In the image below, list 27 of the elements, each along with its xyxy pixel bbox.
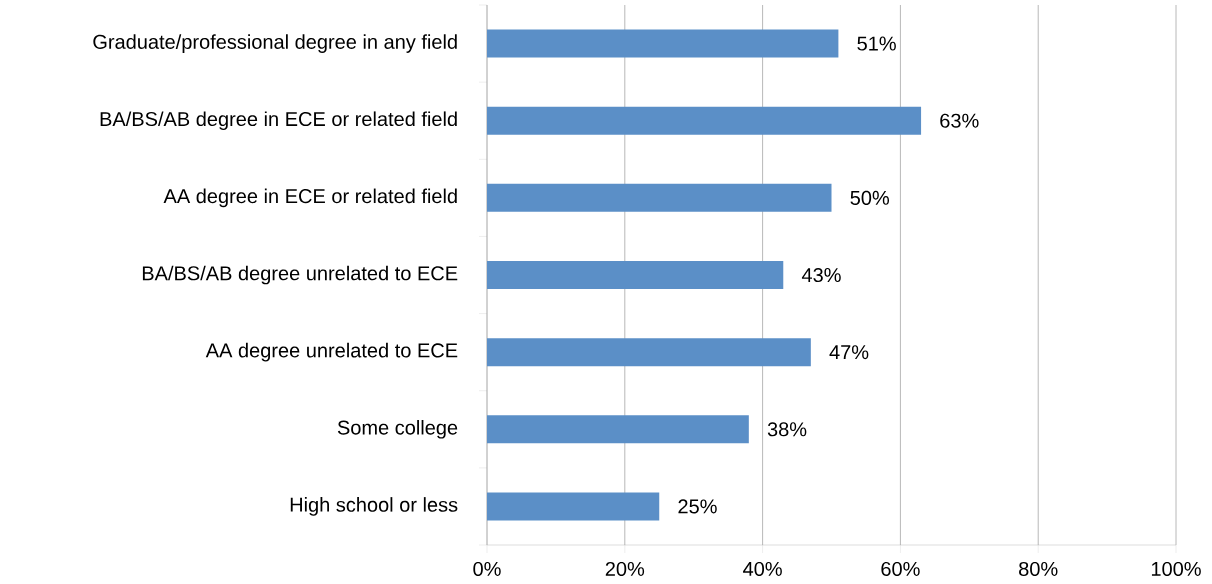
bar <box>487 261 784 290</box>
bar <box>487 183 832 212</box>
x-tick-label: 20% <box>605 561 645 577</box>
bar <box>487 106 922 135</box>
x-tick-label: 0% <box>473 561 501 577</box>
bar <box>487 492 660 521</box>
y-tick-label: Graduate/professional degree in any field <box>93 34 457 53</box>
data-label: 51% <box>857 36 896 51</box>
x-tick-label: 100% <box>1151 561 1201 577</box>
data-label: 38% <box>767 422 807 437</box>
y-tick-label: AA degree unrelated to ECE <box>205 342 458 362</box>
data-label: 63% <box>940 113 979 128</box>
bar <box>487 415 749 444</box>
bar <box>487 338 811 367</box>
y-tick-label: BA/BS/AB degree unrelated to ECE <box>142 265 458 285</box>
data-label: 50% <box>850 190 890 205</box>
y-tick-label: High school or less <box>290 497 458 516</box>
x-tick-label: 80% <box>1019 561 1058 577</box>
y-tick-label: Some college <box>337 419 458 439</box>
y-tick-label: AA degree in ECE or related field <box>163 188 457 208</box>
data-label: 43% <box>801 267 841 283</box>
data-label: 25% <box>678 499 717 514</box>
y-tick-label: BA/BS/AB degree in ECE or related field <box>100 111 457 131</box>
x-tick-label: 60% <box>881 561 920 577</box>
bar <box>487 29 839 58</box>
data-label: 47% <box>829 345 869 360</box>
x-tick-label: 40% <box>743 561 782 577</box>
